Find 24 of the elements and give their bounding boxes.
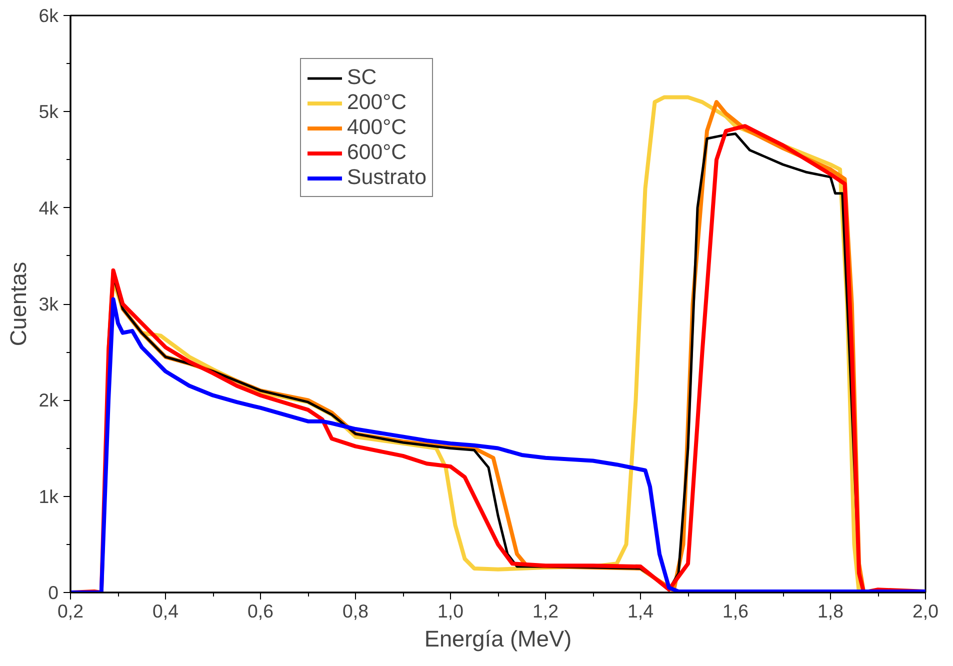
x-tick-label: 0,8 [342, 600, 368, 622]
x-tick-label: 0,4 [152, 600, 178, 622]
x-tick-label: 1,4 [628, 600, 654, 622]
y-tick-label: 1k [38, 486, 60, 507]
y-tick-label: 0 [48, 582, 59, 603]
x-tick-label: 2,0 [912, 600, 938, 622]
legend-label: 400°C [347, 115, 407, 140]
x-tick-label: 0,6 [248, 600, 274, 622]
legend-label: Sustrato [347, 165, 426, 190]
y-tick-label: 6k [38, 5, 60, 26]
y-tick-label: 5k [38, 101, 60, 122]
y-tick-label: 3k [38, 294, 60, 314]
y-tick-label: 4k [38, 197, 60, 218]
legend-label: 600°C [347, 140, 407, 165]
y-tick-label: 2k [38, 390, 60, 411]
x-tick-label: 1,0 [438, 600, 464, 622]
legend-label: SC [347, 65, 377, 90]
legend-label: 200°C [347, 90, 407, 115]
x-axis-title: Energía (MeV) [424, 626, 572, 652]
x-tick-label: 1,6 [722, 600, 748, 622]
x-tick-label: 1,8 [818, 600, 844, 622]
x-tick-label: 1,2 [532, 600, 558, 622]
x-tick-label: 0,2 [58, 600, 84, 622]
y-axis-title: Cuentas [4, 262, 31, 346]
